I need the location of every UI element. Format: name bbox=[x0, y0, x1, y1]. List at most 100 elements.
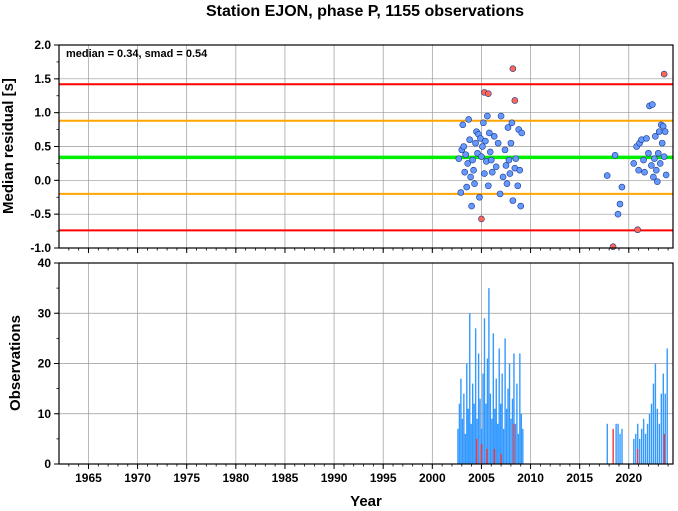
residual-point bbox=[518, 129, 526, 137]
observation-bar bbox=[660, 393, 663, 464]
residual-point bbox=[497, 112, 505, 120]
year-x-label: Year bbox=[350, 493, 382, 510]
residual-point bbox=[486, 148, 494, 156]
residual-points bbox=[455, 65, 670, 250]
residual-point bbox=[616, 200, 624, 208]
residual-point bbox=[478, 153, 485, 160]
residual-point bbox=[480, 119, 487, 127]
residual-point bbox=[504, 124, 512, 131]
residual-y-tick-label: 0.0 bbox=[34, 173, 51, 187]
residual-point bbox=[477, 135, 484, 142]
residual-point bbox=[516, 166, 524, 174]
residual-point bbox=[661, 128, 669, 135]
x-tick-label: 1995 bbox=[370, 471, 397, 485]
observation-bar bbox=[471, 383, 474, 464]
observation-bar bbox=[466, 363, 468, 464]
residual-point bbox=[469, 156, 476, 164]
residual-point bbox=[501, 146, 509, 154]
residual-point bbox=[472, 139, 479, 147]
residual-point bbox=[478, 215, 485, 223]
residual-grid bbox=[59, 44, 673, 249]
residual-point bbox=[485, 129, 493, 137]
observation-bar bbox=[458, 403, 461, 464]
residual-point bbox=[487, 156, 495, 164]
observation-bar bbox=[495, 378, 497, 464]
observation-bar bbox=[637, 448, 639, 464]
observations-y-tick-label: 30 bbox=[38, 306, 52, 320]
observation-bar bbox=[666, 348, 668, 464]
x-tick-label: 1980 bbox=[222, 471, 249, 485]
observation-bar bbox=[493, 448, 496, 464]
observation-bar bbox=[470, 423, 472, 464]
residual-point bbox=[466, 136, 473, 144]
observation-bar bbox=[522, 428, 524, 464]
residual-point bbox=[649, 101, 656, 108]
residual-y-tick-label: 2.0 bbox=[34, 38, 51, 52]
residual-point bbox=[634, 226, 641, 234]
residual-point bbox=[611, 151, 619, 159]
residual-y-tick-label: 1.5 bbox=[34, 72, 51, 86]
residual-point bbox=[650, 173, 657, 181]
observation-bar bbox=[477, 353, 480, 464]
residual-point bbox=[648, 162, 655, 169]
residual-point bbox=[507, 139, 515, 147]
observation-bar bbox=[662, 373, 664, 464]
observation-bar bbox=[646, 423, 649, 464]
residual-point bbox=[496, 190, 504, 198]
residual-y-tick-label: 0.5 bbox=[34, 140, 51, 154]
observation-bar bbox=[469, 313, 471, 464]
observations-y-label: Observations bbox=[7, 315, 24, 411]
residual-point bbox=[509, 65, 517, 72]
residual-point bbox=[512, 155, 520, 162]
observation-bar bbox=[508, 363, 511, 464]
observation-bar bbox=[516, 383, 518, 464]
observation-bar bbox=[485, 403, 487, 464]
observation-bar bbox=[637, 423, 639, 464]
observation-bar bbox=[612, 428, 614, 464]
residual-point bbox=[509, 197, 517, 204]
observation-bar bbox=[461, 418, 464, 464]
observation-bar bbox=[520, 413, 523, 464]
residual-point bbox=[660, 70, 668, 78]
observation-bar bbox=[491, 418, 493, 464]
observations-y-tick-label: 20 bbox=[38, 357, 52, 371]
residual-point bbox=[490, 133, 498, 140]
observation-bar bbox=[507, 388, 509, 464]
observation-bar bbox=[513, 423, 515, 464]
observations-y-tick-label: 40 bbox=[38, 256, 52, 270]
observation-bar bbox=[502, 428, 505, 464]
observation-bar bbox=[621, 428, 623, 464]
observation-bar bbox=[633, 438, 635, 464]
residual-point bbox=[481, 170, 488, 177]
residual-point bbox=[652, 133, 659, 140]
residual-point bbox=[468, 202, 475, 210]
residual-y-tick-label: -0.5 bbox=[30, 207, 51, 221]
residual-point bbox=[517, 202, 525, 210]
residual-point bbox=[641, 168, 648, 176]
residual-point bbox=[643, 135, 650, 142]
residual-point bbox=[514, 182, 522, 190]
x-tick-label: 2000 bbox=[419, 471, 446, 485]
residual-point bbox=[479, 143, 486, 150]
observation-bar bbox=[499, 403, 502, 464]
observation-bar bbox=[504, 338, 506, 464]
observation-bar bbox=[486, 358, 489, 464]
observations-y-tick-label: 0 bbox=[44, 457, 51, 471]
observation-bar bbox=[638, 438, 641, 464]
residual-y-tick-label: -1.0 bbox=[30, 241, 51, 255]
residual-point bbox=[603, 172, 611, 179]
residual-point bbox=[652, 166, 660, 174]
residual-point bbox=[651, 155, 658, 162]
observations-y-tick-label: 10 bbox=[38, 407, 52, 421]
residual-point bbox=[655, 128, 663, 135]
observation-bar bbox=[642, 418, 645, 464]
observation-bar bbox=[498, 348, 500, 464]
residual-y-tick-label: 1.0 bbox=[34, 106, 51, 120]
x-tick-label: 2005 bbox=[468, 471, 495, 485]
observation-bar bbox=[479, 398, 481, 464]
observation-bar bbox=[664, 393, 666, 464]
observation-bar bbox=[511, 398, 514, 464]
observation-bar bbox=[501, 373, 503, 464]
